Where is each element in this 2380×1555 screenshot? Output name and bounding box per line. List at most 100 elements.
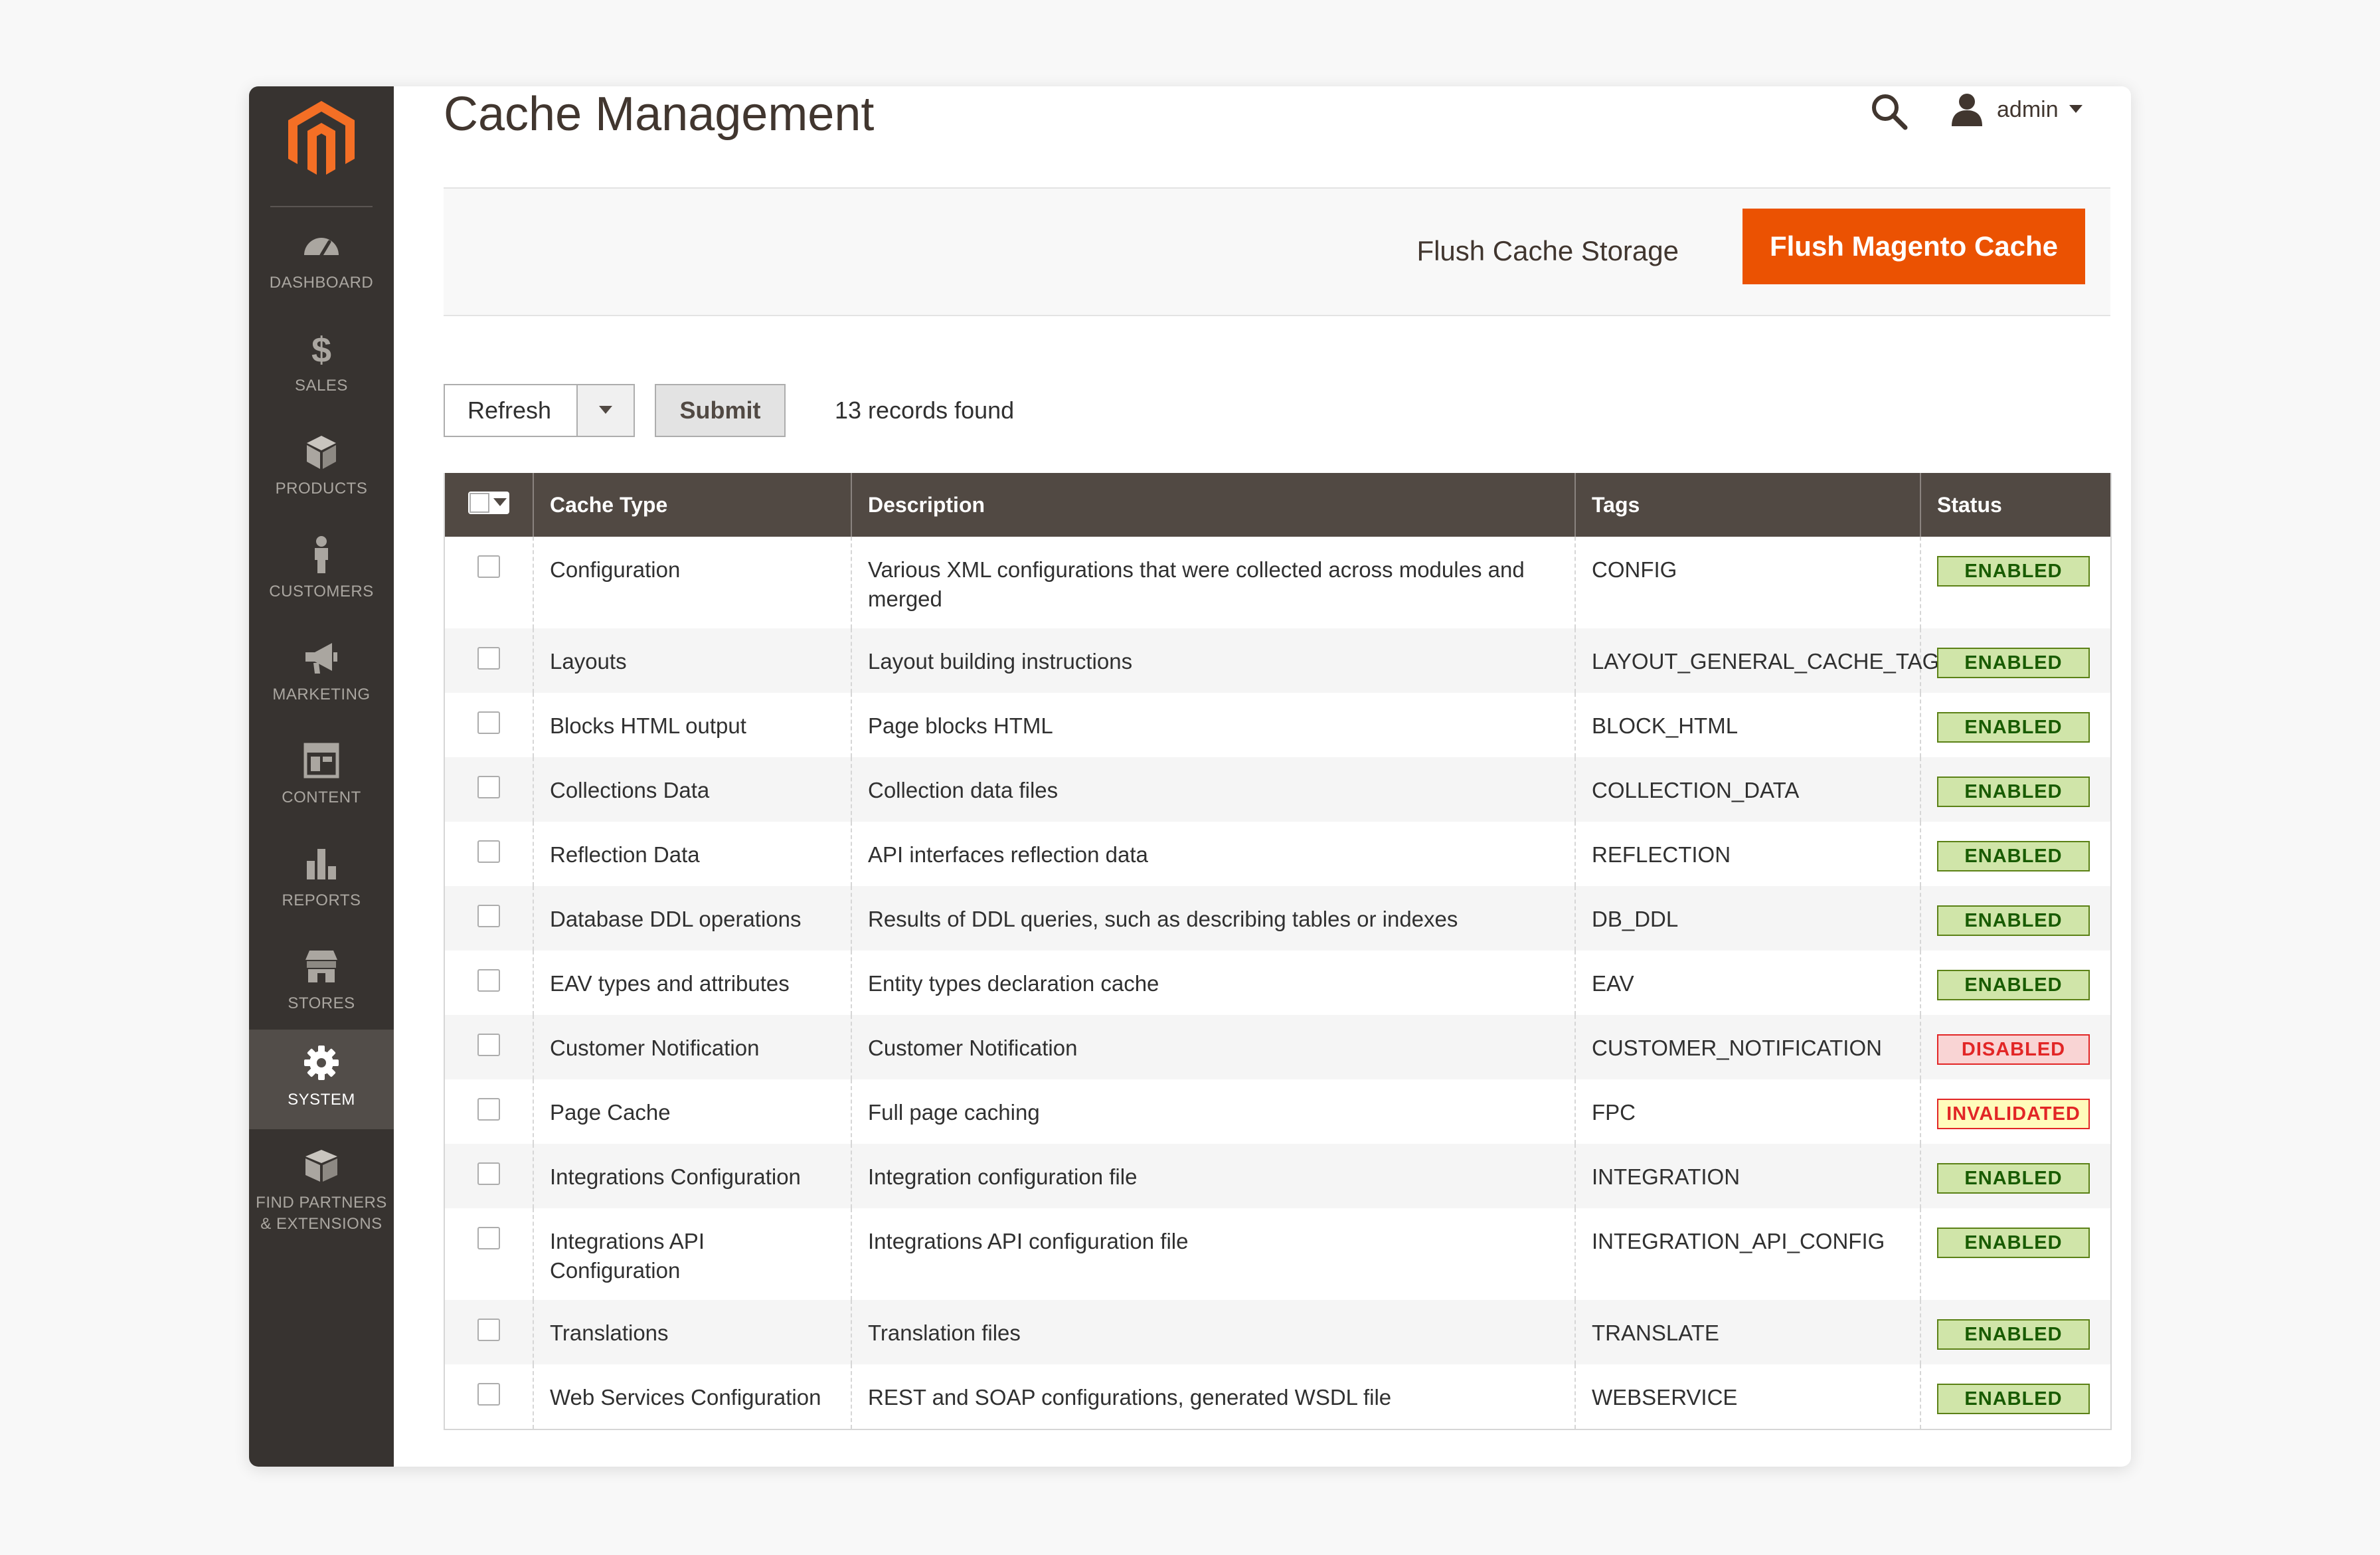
row-checkbox[interactable] bbox=[477, 1098, 500, 1121]
status-badge: ENABLED bbox=[1937, 841, 2090, 871]
flush-magento-cache-button[interactable]: Flush Magento Cache bbox=[1742, 209, 2085, 284]
row-select-cell[interactable] bbox=[444, 693, 533, 757]
cache-types-table: Cache Type Description Tags Status Confi… bbox=[444, 473, 2112, 1430]
row-select-cell[interactable] bbox=[444, 757, 533, 822]
row-checkbox[interactable] bbox=[477, 905, 500, 927]
row-checkbox[interactable] bbox=[477, 1162, 500, 1185]
table-row[interactable]: Blocks HTML output Page blocks HTML BLOCK_… bbox=[444, 693, 2111, 757]
row-checkbox[interactable] bbox=[477, 647, 500, 670]
row-checkbox[interactable] bbox=[477, 1227, 500, 1249]
sidebar-item-label: Customers bbox=[269, 583, 374, 600]
tags-cell: COLLECTION_DATA bbox=[1574, 757, 1920, 822]
tags-cell: INTEGRATION bbox=[1574, 1144, 1920, 1208]
cache-type-cell: Integrations API Configuration bbox=[533, 1208, 851, 1300]
row-select-cell[interactable] bbox=[444, 1015, 533, 1079]
table-row[interactable]: Web Services Configuration REST and SOAP … bbox=[444, 1364, 2111, 1430]
table-row[interactable]: Integrations API Configuration Integratio… bbox=[444, 1208, 2111, 1300]
table-row[interactable]: Integrations Configuration Integration co… bbox=[444, 1144, 2111, 1208]
tags-cell: EAV bbox=[1574, 951, 1920, 1015]
row-select-cell[interactable] bbox=[444, 1079, 533, 1144]
table-row[interactable]: Customer Notification Customer Notificati… bbox=[444, 1015, 2111, 1079]
sidebar-item-stores[interactable]: Stores bbox=[249, 933, 394, 1033]
row-checkbox[interactable] bbox=[477, 1383, 500, 1406]
description-cell: Full page caching bbox=[851, 1079, 1575, 1144]
table-row[interactable]: Configuration Various XML configurations … bbox=[444, 537, 2111, 628]
checkbox[interactable] bbox=[469, 493, 489, 513]
mass-action-dropdown-toggle[interactable] bbox=[576, 385, 634, 436]
column-header-tags[interactable]: Tags bbox=[1574, 473, 1920, 537]
status-cell: ENABLED bbox=[1920, 757, 2111, 822]
status-cell: ENABLED bbox=[1920, 1208, 2111, 1300]
row-checkbox[interactable] bbox=[477, 1034, 500, 1056]
user-account-menu[interactable]: admin bbox=[1949, 86, 2082, 133]
table-row[interactable]: Layouts Layout building instructions LAYOU… bbox=[444, 628, 2111, 693]
megaphone-icon bbox=[305, 643, 337, 674]
layout-icon bbox=[303, 743, 339, 778]
description-cell: Customer Notification bbox=[851, 1015, 1575, 1079]
row-select-cell[interactable] bbox=[444, 822, 533, 886]
flush-cache-storage-button[interactable]: Flush Cache Storage bbox=[1403, 227, 1692, 275]
mass-select-checkbox[interactable] bbox=[468, 492, 509, 514]
row-checkbox[interactable] bbox=[477, 1319, 500, 1341]
table-row[interactable]: EAV types and attributes Entity types dec… bbox=[444, 951, 2111, 1015]
table-row[interactable]: Collections Data Collection data files COL… bbox=[444, 757, 2111, 822]
sidebar-item-dashboard[interactable]: Dashboard bbox=[249, 213, 394, 312]
chevron-down-icon bbox=[2069, 105, 2082, 113]
magento-logo-icon[interactable] bbox=[288, 101, 355, 178]
submit-button[interactable]: Submit bbox=[655, 384, 786, 437]
app-window: Dashboard $ Sales Products Customers bbox=[249, 86, 2131, 1467]
sidebar-item-sales[interactable]: $ Sales bbox=[249, 316, 394, 415]
sidebar-item-find-partners[interactable]: Find Partners & Extensions bbox=[249, 1133, 394, 1245]
cache-type-cell: Translations bbox=[533, 1300, 851, 1364]
status-badge: ENABLED bbox=[1937, 970, 2090, 1000]
row-checkbox[interactable] bbox=[477, 555, 500, 578]
table-row[interactable]: Translations Translation files TRANSLATE EN… bbox=[444, 1300, 2111, 1364]
status-badge: ENABLED bbox=[1937, 1319, 2090, 1350]
status-badge: ENABLED bbox=[1937, 648, 2090, 678]
row-select-cell[interactable] bbox=[444, 1144, 533, 1208]
row-checkbox[interactable] bbox=[477, 840, 500, 863]
status-badge: ENABLED bbox=[1937, 1384, 2090, 1414]
description-cell: Collection data files bbox=[851, 757, 1575, 822]
sidebar-item-system[interactable]: System bbox=[249, 1030, 394, 1129]
cache-type-cell: Collections Data bbox=[533, 757, 851, 822]
row-checkbox[interactable] bbox=[477, 776, 500, 798]
status-cell: ENABLED bbox=[1920, 886, 2111, 951]
row-checkbox[interactable] bbox=[477, 969, 500, 992]
gear-icon bbox=[304, 1046, 339, 1080]
status-cell: ENABLED bbox=[1920, 693, 2111, 757]
sidebar-item-products[interactable]: Products bbox=[249, 418, 394, 518]
row-select-cell[interactable] bbox=[444, 628, 533, 693]
cache-type-cell: Integrations Configuration bbox=[533, 1144, 851, 1208]
sidebar-item-label: Reports bbox=[282, 891, 361, 909]
mass-select-header[interactable] bbox=[444, 473, 533, 537]
status-cell: ENABLED bbox=[1920, 951, 2111, 1015]
chevron-down-icon bbox=[599, 406, 612, 414]
column-header-description[interactable]: Description bbox=[851, 473, 1575, 537]
sidebar-item-label: Stores bbox=[288, 994, 355, 1012]
sidebar-item-reports[interactable]: Reports bbox=[249, 830, 394, 930]
mass-action-select[interactable]: Refresh bbox=[444, 384, 635, 437]
table-row[interactable]: Database DDL operations Results of DDL qu… bbox=[444, 886, 2111, 951]
row-select-cell[interactable] bbox=[444, 1208, 533, 1300]
row-select-cell[interactable] bbox=[444, 1300, 533, 1364]
column-header-cache-type[interactable]: Cache Type bbox=[533, 473, 851, 537]
search-icon[interactable] bbox=[1869, 92, 1909, 132]
sidebar-item-marketing[interactable]: Marketing bbox=[249, 624, 394, 724]
column-header-status[interactable]: Status bbox=[1920, 473, 2111, 537]
row-select-cell[interactable] bbox=[444, 886, 533, 951]
row-select-cell[interactable] bbox=[444, 951, 533, 1015]
status-cell: ENABLED bbox=[1920, 1364, 2111, 1430]
row-select-cell[interactable] bbox=[444, 537, 533, 628]
tags-cell: REFLECTION bbox=[1574, 822, 1920, 886]
table-row[interactable]: Reflection Data API interfaces reflection… bbox=[444, 822, 2111, 886]
table-row[interactable]: Page Cache Full page caching FPC INVALIDATE… bbox=[444, 1079, 2111, 1144]
status-cell: DISABLED bbox=[1920, 1015, 2111, 1079]
storefront-icon bbox=[305, 951, 337, 982]
sidebar-item-customers[interactable]: Customers bbox=[249, 521, 394, 621]
description-cell: Entity types declaration cache bbox=[851, 951, 1575, 1015]
row-checkbox[interactable] bbox=[477, 711, 500, 734]
bar-chart-icon bbox=[307, 849, 336, 879]
row-select-cell[interactable] bbox=[444, 1364, 533, 1430]
sidebar-item-content[interactable]: Content bbox=[249, 727, 394, 827]
